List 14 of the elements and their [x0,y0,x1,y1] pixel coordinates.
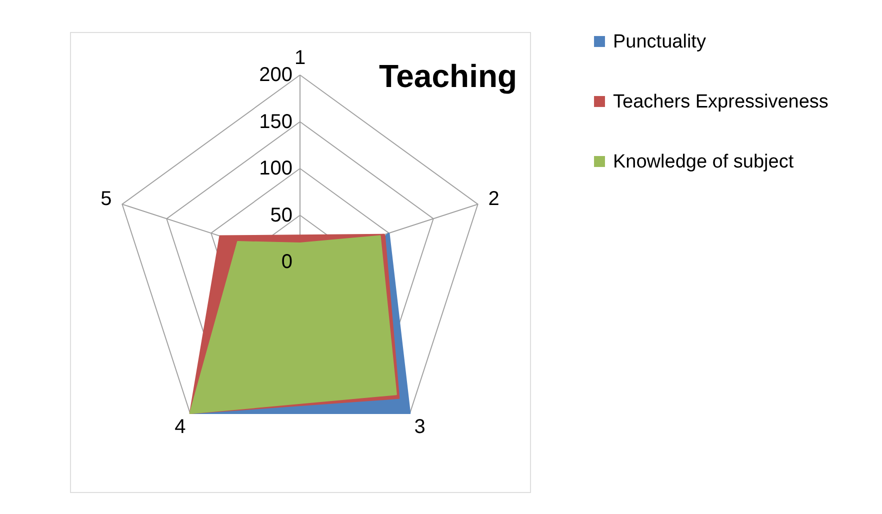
text: Teaching [378,58,518,94]
spoke-label: 2 [488,188,500,210]
legend-label: Knowledge of subject [613,152,794,172]
legend-label: Teachers Expressiveness [613,92,828,112]
legend-label: Punctuality [613,32,706,52]
y-tick-label: 200 [259,64,293,86]
spoke-label: 4 [174,416,186,438]
y-tick-label: 150 [259,110,293,133]
spoke-label: 3 [414,416,426,438]
y-tick-label: 100 [259,158,293,180]
y-tick-label: 0 [281,251,293,273]
spoke-label: 5 [100,188,112,210]
y-tick-label: 50 [270,204,293,226]
spoke-label: 1 [294,47,306,70]
